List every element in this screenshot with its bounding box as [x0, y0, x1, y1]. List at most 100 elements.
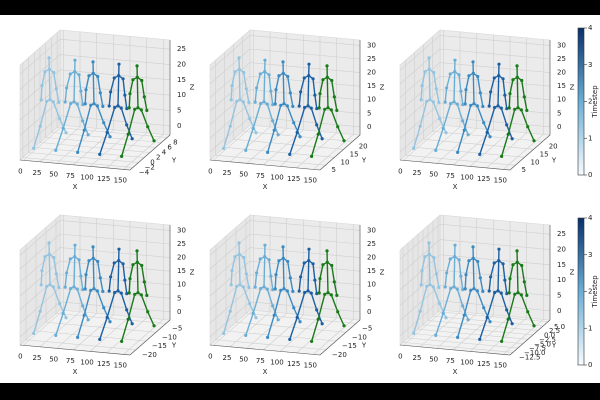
joint: [266, 150, 270, 154]
colorbar-tick-label: 2: [588, 98, 592, 106]
joint: [112, 76, 116, 80]
skeleton: [98, 247, 134, 341]
bone: [337, 311, 345, 327]
grid-line: [439, 254, 551, 266]
x-tick-label: 75: [256, 172, 265, 180]
joint: [481, 104, 485, 109]
joint: [152, 139, 156, 143]
joint: [505, 308, 509, 312]
joint: [453, 254, 457, 259]
bone: [266, 315, 275, 338]
joint: [242, 255, 246, 260]
bone: [442, 103, 452, 129]
bone: [99, 277, 104, 292]
x-tick-label: 100: [80, 173, 93, 181]
bone: [520, 109, 529, 128]
bone: [286, 290, 295, 309]
joint: [87, 259, 91, 263]
joint: [255, 86, 259, 90]
colorbar-label: Timestep: [591, 85, 599, 119]
grid-line: [233, 139, 344, 150]
bone: [520, 294, 529, 313]
joint: [222, 331, 226, 335]
bone: [238, 254, 241, 285]
bone: [249, 118, 257, 134]
joint: [493, 290, 497, 295]
grid-line: [503, 319, 544, 355]
bone: [337, 126, 345, 142]
x-axis: [209, 159, 321, 171]
joint: [462, 313, 466, 317]
grid-line: [503, 134, 544, 170]
joint: [253, 100, 257, 104]
bone: [497, 75, 500, 106]
joint: [461, 304, 465, 308]
grid-line: [59, 100, 171, 111]
x-tick-label: 75: [446, 172, 455, 180]
joint: [120, 339, 124, 343]
bone: [92, 73, 95, 104]
colorbar: [577, 27, 585, 176]
joint: [342, 324, 346, 328]
joint: [38, 124, 42, 128]
skeleton: [500, 64, 536, 158]
joint: [311, 262, 315, 266]
joint: [47, 252, 51, 256]
joint: [418, 309, 422, 313]
grid-line: [209, 247, 251, 283]
bone: [245, 313, 254, 336]
joint: [453, 69, 457, 74]
joint: [516, 106, 520, 110]
grid-line: [436, 128, 477, 164]
joint: [58, 117, 62, 121]
joint: [126, 317, 130, 321]
bone: [78, 74, 82, 92]
y-tick-label: −10: [352, 333, 367, 341]
grid-line: [249, 274, 361, 286]
joint: [332, 95, 336, 99]
z-tick-label: 20: [557, 69, 566, 77]
joint: [96, 74, 100, 79]
joint: [299, 90, 303, 94]
joint: [508, 92, 512, 96]
x-tick-label: 100: [460, 173, 473, 181]
bone: [99, 317, 108, 340]
grid-line: [439, 48, 551, 60]
bone: [460, 276, 464, 290]
grid-line: [123, 319, 164, 355]
side-pane: [209, 29, 251, 161]
joint: [336, 310, 340, 314]
bone: [273, 105, 282, 131]
joint: [281, 60, 285, 64]
colorbar-tick-label: 0: [588, 171, 592, 179]
grid-line: [439, 223, 551, 235]
joint: [241, 100, 245, 104]
joint: [432, 70, 436, 75]
joint: [120, 154, 124, 158]
z-tick-label: 5: [557, 291, 561, 299]
colorbar-tick-label: 2: [588, 288, 592, 296]
colorbar-tick-label: 4: [588, 24, 593, 32]
joint: [501, 77, 505, 81]
joint: [330, 78, 334, 83]
joint: [313, 93, 317, 97]
bone: [527, 126, 535, 142]
joint: [448, 257, 452, 261]
bone: [523, 96, 528, 111]
joint: [272, 128, 276, 132]
bone: [39, 286, 48, 312]
bone: [307, 75, 310, 106]
joint: [64, 316, 68, 320]
joint: [461, 102, 465, 107]
skeleton: [54, 243, 90, 337]
bone: [59, 118, 67, 134]
joint: [318, 277, 322, 281]
z-tick-label: 15: [177, 76, 186, 84]
bone: [99, 92, 104, 107]
grid-line: [34, 147, 145, 158]
back-pane: [59, 29, 171, 136]
joint: [455, 102, 459, 106]
grid-line: [249, 260, 361, 272]
joint: [127, 106, 131, 110]
grid-line: [59, 247, 171, 258]
